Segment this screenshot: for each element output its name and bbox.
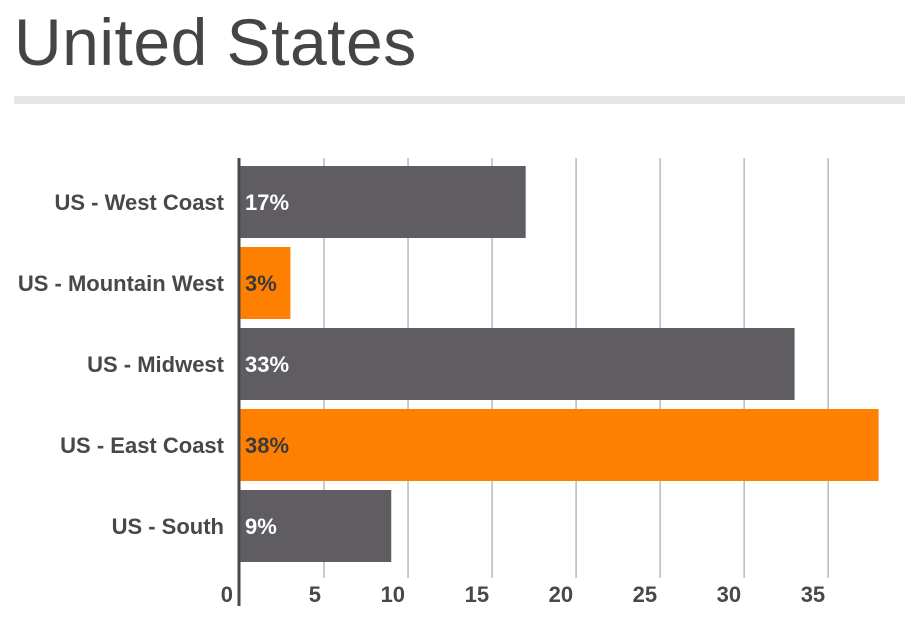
category-label-2: US - Midwest [87, 352, 225, 377]
tick-label-15: 15 [465, 582, 489, 607]
bars [240, 166, 879, 562]
category-label-1: US - Mountain West [18, 271, 225, 296]
category-label-0: US - West Coast [54, 190, 224, 215]
data-label-3: 38% [245, 433, 289, 458]
tick-label-0: 0 [221, 582, 233, 607]
category-label-3: US - East Coast [60, 433, 224, 458]
tick-label-5: 5 [309, 582, 321, 607]
data-label-1: 3% [245, 271, 277, 296]
tick-label-35: 35 [801, 582, 825, 607]
tick-label-10: 10 [381, 582, 405, 607]
title-divider [14, 96, 905, 104]
category-label-4: US - South [112, 514, 224, 539]
labels: US - West Coast US - Mountain West US - Mi… [18, 190, 825, 607]
bar-1 [240, 247, 291, 319]
tick-label-25: 25 [633, 582, 657, 607]
data-label-0: 17% [245, 190, 289, 215]
tick-label-20: 20 [549, 582, 573, 607]
tick-label-30: 30 [717, 582, 741, 607]
data-label-4: 9% [245, 514, 277, 539]
bar-3 [240, 409, 879, 481]
bar-4 [240, 490, 392, 562]
page-title: United States [14, 5, 417, 79]
bar-0 [240, 166, 526, 238]
bar-2 [240, 328, 795, 400]
data-label-2: 33% [245, 352, 289, 377]
